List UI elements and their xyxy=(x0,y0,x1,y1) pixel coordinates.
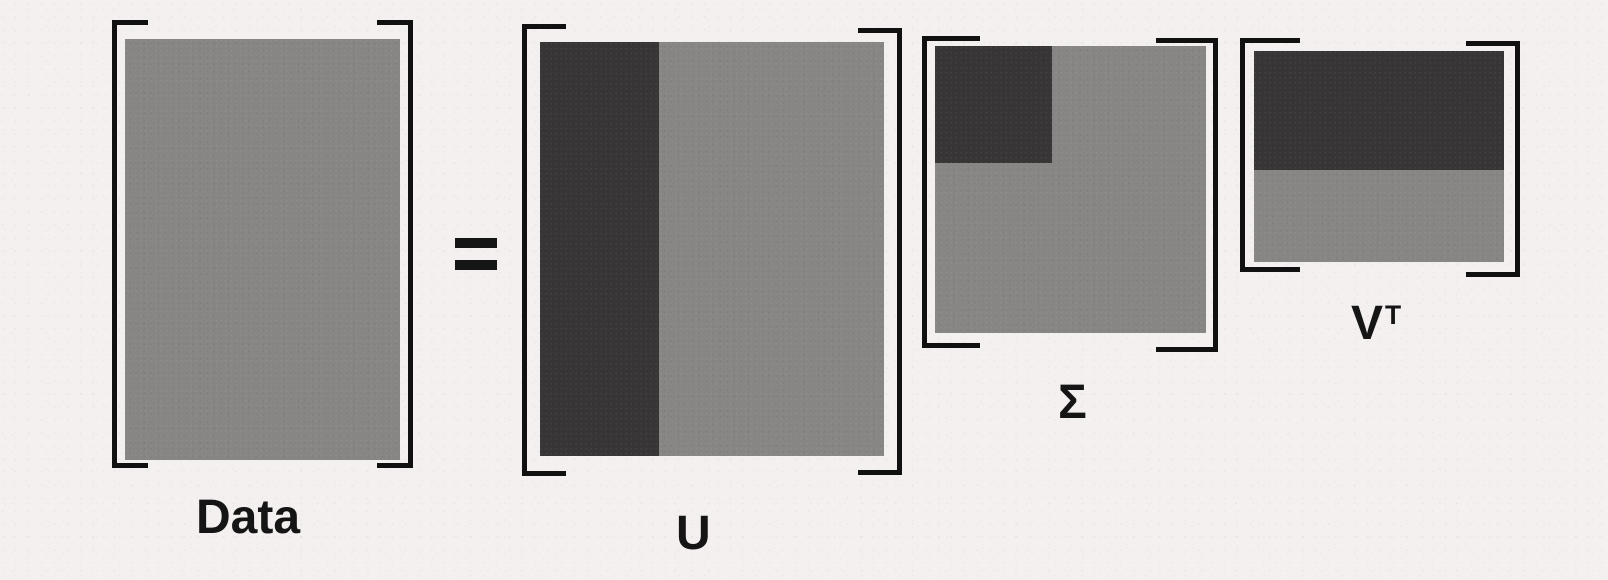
vt-highlight-row xyxy=(1254,51,1504,170)
equals-top-bar xyxy=(455,238,497,248)
data-label: Data xyxy=(196,491,301,544)
u-highlight-column xyxy=(540,42,659,456)
vt-left-bracket xyxy=(1240,38,1300,272)
u-left-bracket xyxy=(522,24,566,476)
sigma-left-bracket xyxy=(922,36,980,348)
equals-bottom-bar xyxy=(455,260,497,270)
sigma-matrix xyxy=(935,46,1206,333)
equals-sign xyxy=(455,238,497,272)
u-matrix xyxy=(540,42,884,456)
sigma-label: Σ xyxy=(1058,376,1087,429)
vt-matrix xyxy=(1254,51,1504,262)
vt-label: VT xyxy=(1351,300,1401,348)
u-label: U xyxy=(676,507,711,560)
u-right-bracket xyxy=(858,28,902,475)
sigma-right-bracket xyxy=(1156,38,1218,352)
data-left-bracket xyxy=(112,20,148,468)
vt-right-bracket xyxy=(1466,41,1520,277)
data-right-bracket xyxy=(377,20,413,468)
vt-label-superscript: T xyxy=(1385,300,1402,331)
vt-label-main: V xyxy=(1351,297,1384,350)
data-matrix xyxy=(125,39,400,460)
sigma-highlight-block xyxy=(935,46,1052,163)
